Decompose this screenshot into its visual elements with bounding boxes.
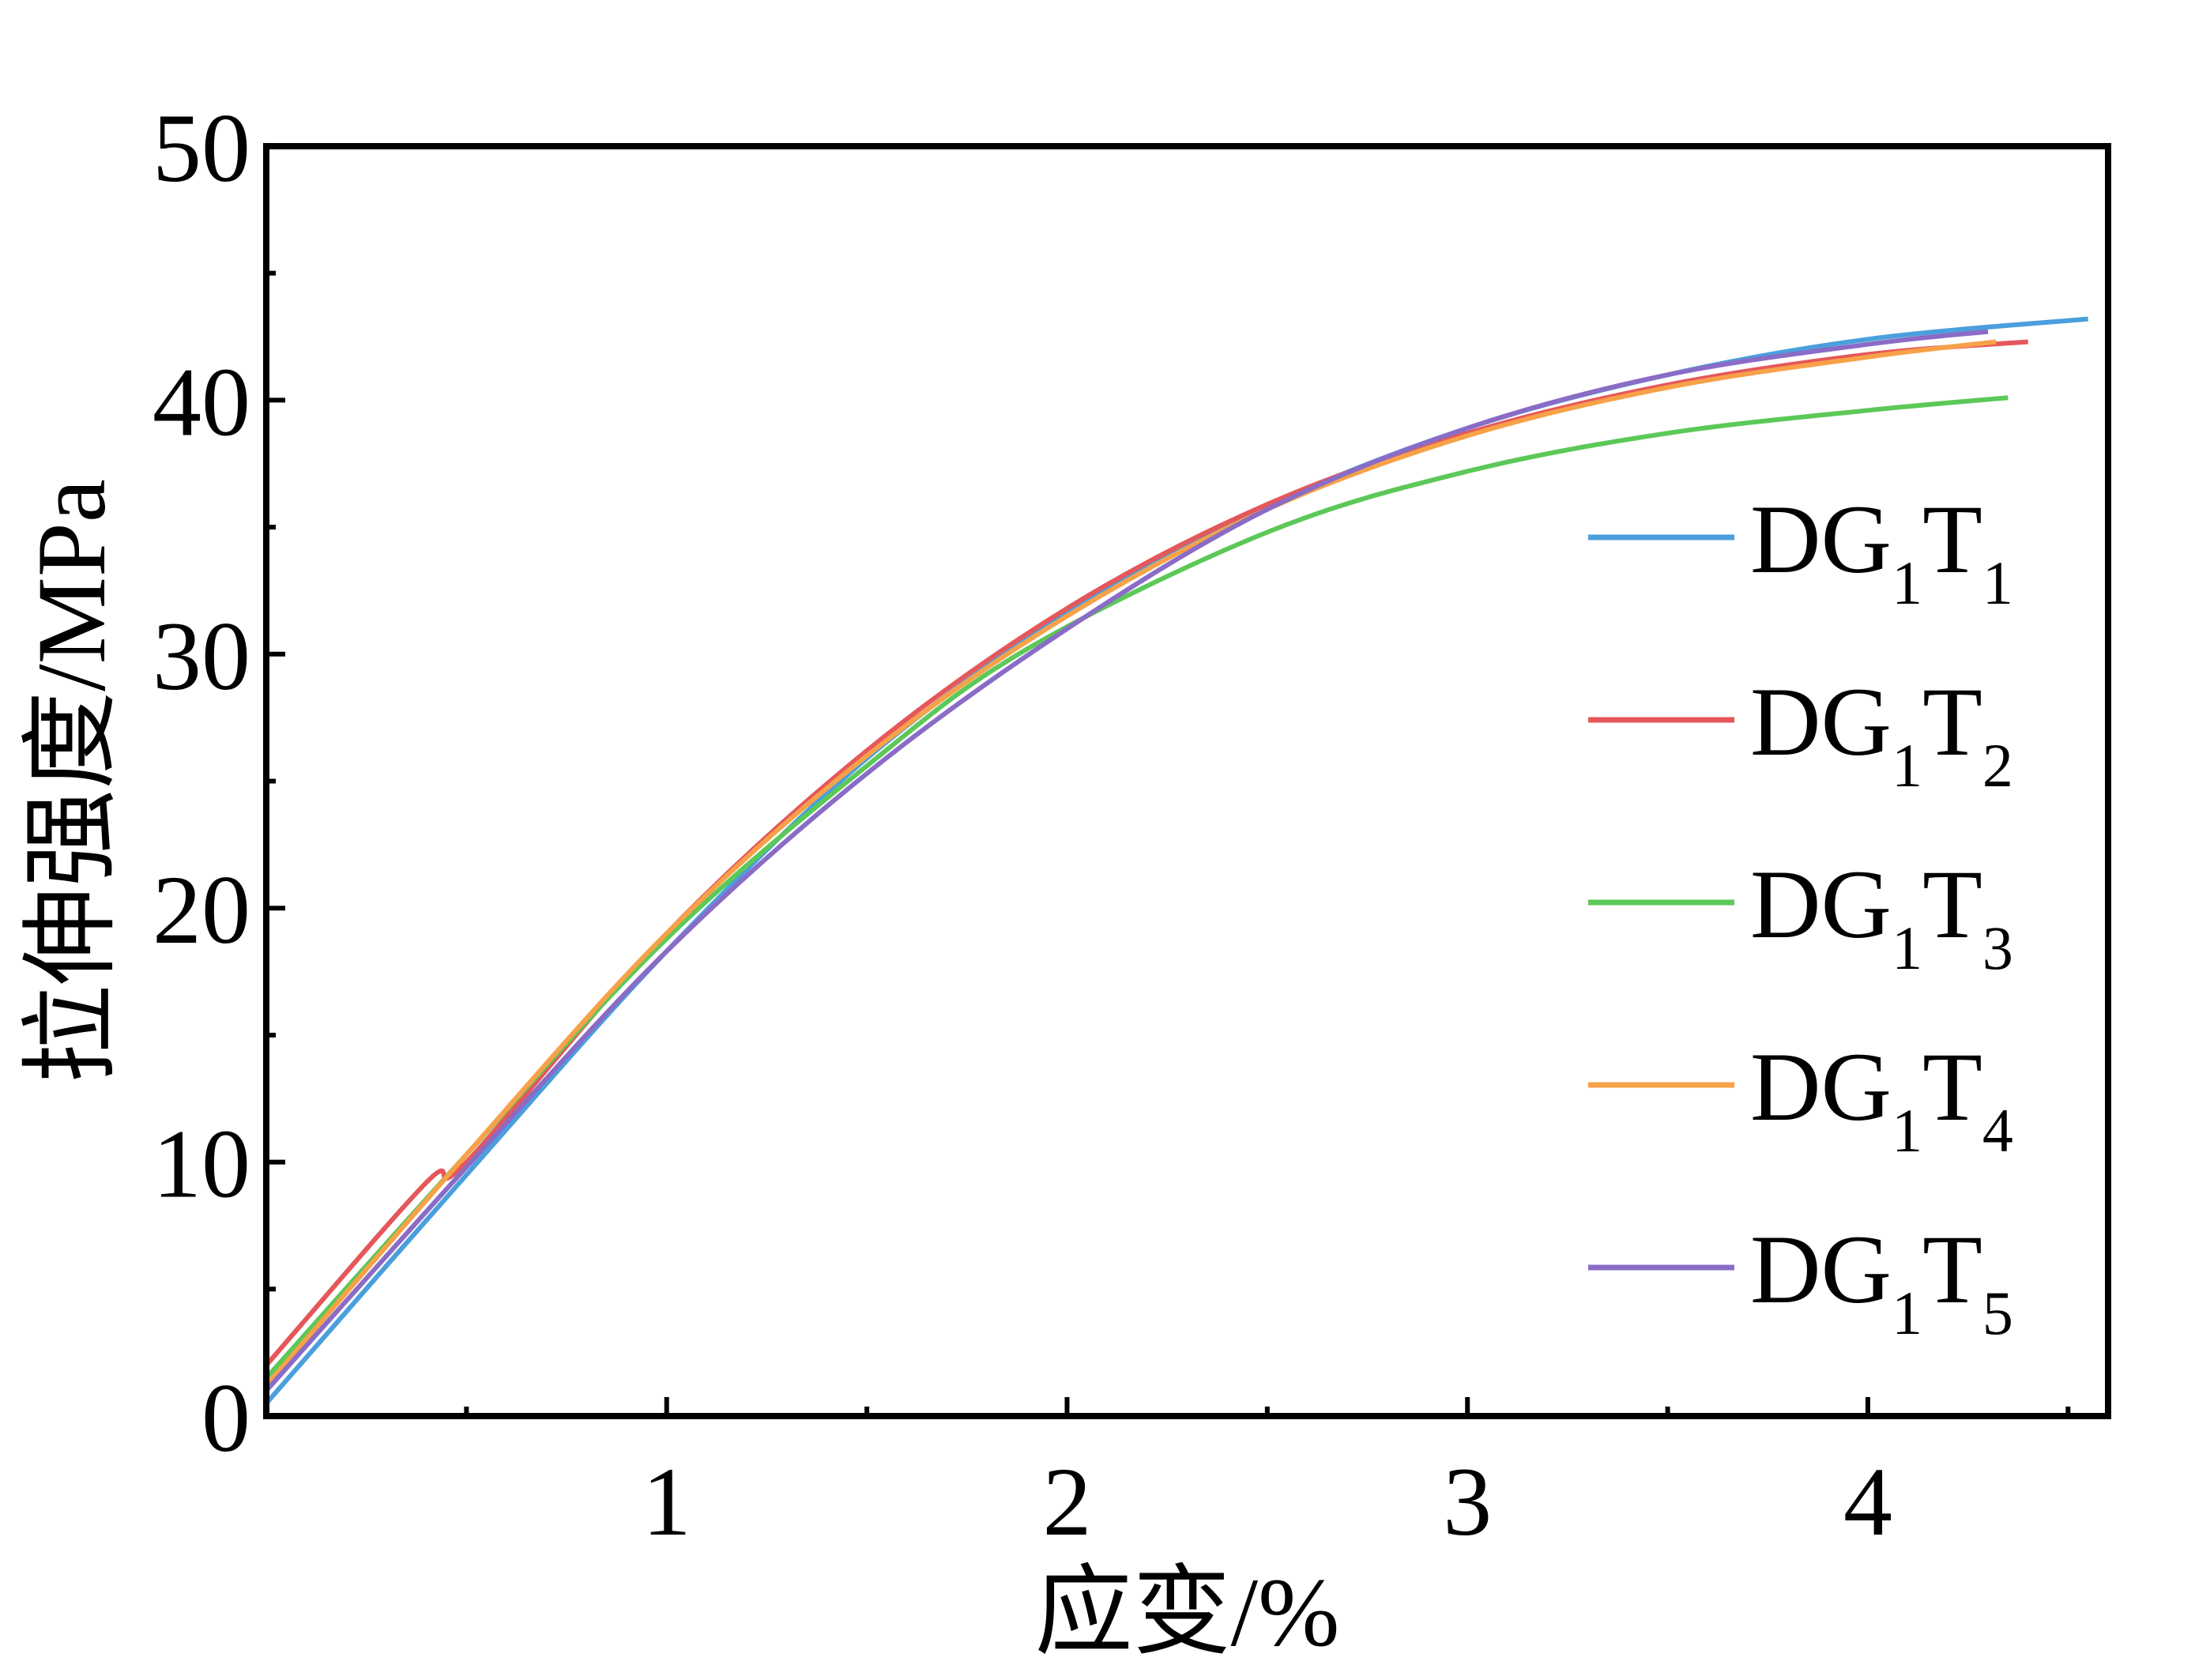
legend-label: DG1T2	[1750, 668, 2013, 800]
series-line	[264, 329, 1989, 1392]
x-axis-label: 应变/%	[1035, 1558, 1340, 1667]
legend-text-part: T	[1922, 668, 1982, 776]
series-line	[264, 395, 2009, 1380]
legend-subscript: 1	[1892, 1279, 1922, 1347]
x-tick-label: 3	[1443, 1448, 1492, 1556]
legend-text-part: T	[1922, 1033, 1982, 1141]
legend-subscript: 1	[1892, 913, 1922, 982]
y-tick-label: 10	[152, 1110, 250, 1219]
legend-subscript: 3	[1982, 913, 2013, 982]
legend-text-part: DG	[1750, 485, 1892, 593]
series-line	[264, 339, 1997, 1388]
legend-subscript: 1	[1892, 731, 1922, 800]
x-tick-label: 2	[1042, 1448, 1091, 1556]
legend-text-part: T	[1922, 485, 1982, 593]
legend-text-part: T	[1922, 850, 1982, 959]
series-lines	[264, 316, 2088, 1405]
x-tick-label: 1	[642, 1448, 691, 1556]
y-tick-label: 30	[152, 602, 250, 710]
legend-label: DG1T3	[1750, 850, 2013, 982]
y-tick-label: 40	[152, 348, 250, 456]
legend-subscript: 1	[1892, 548, 1922, 617]
legend-subscript: 5	[1982, 1279, 2013, 1347]
legend-subscript: 2	[1982, 731, 2013, 800]
legend-subscript: 4	[1982, 1096, 2013, 1165]
legend-label: DG1T4	[1750, 1033, 2013, 1165]
legend-subscript: 1	[1982, 548, 2013, 617]
legend-text-part: DG	[1750, 850, 1892, 959]
legend-text-part: DG	[1750, 1215, 1892, 1324]
y-tick-label: 0	[201, 1364, 250, 1472]
legend-label: DG1T5	[1750, 1215, 2013, 1347]
legend-text-part: DG	[1750, 668, 1892, 776]
legend-label: DG1T1	[1750, 485, 2013, 617]
legend-text-part: T	[1922, 1215, 1982, 1324]
legend-subscript: 1	[1892, 1096, 1922, 1165]
y-axis-label: 拉伸强度/MPa	[17, 479, 126, 1083]
y-tick-label: 50	[152, 94, 250, 202]
legend-text-part: DG	[1750, 1033, 1892, 1141]
y-tick-label: 20	[152, 856, 250, 964]
plot-frame	[263, 143, 2111, 1419]
x-tick-label: 4	[1843, 1448, 1892, 1556]
